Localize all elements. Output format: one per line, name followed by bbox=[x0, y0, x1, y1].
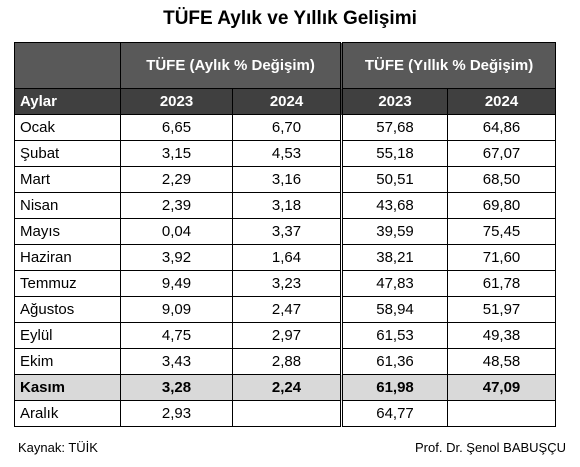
group-header-row: TÜFE (Aylık % Değişim) TÜFE (Yıllık % De… bbox=[14, 42, 557, 89]
month-cell: Şubat bbox=[14, 140, 121, 167]
value-cell: 64,86 bbox=[447, 114, 557, 141]
value-cell: 47,83 bbox=[340, 270, 449, 297]
value-cell bbox=[231, 400, 343, 427]
value-cell: 6,70 bbox=[231, 114, 343, 141]
month-cell: Ocak bbox=[14, 114, 121, 141]
value-cell: 58,94 bbox=[340, 296, 449, 323]
column-header: 2024 bbox=[447, 88, 557, 115]
value-cell: 71,60 bbox=[447, 244, 557, 271]
header-cell bbox=[14, 42, 121, 89]
value-cell: 3,92 bbox=[120, 244, 233, 271]
table-row: Haziran 3,92 1,64 38,21 71,60 bbox=[14, 244, 557, 271]
column-header: 2023 bbox=[120, 88, 233, 115]
value-cell: 2,93 bbox=[120, 400, 233, 427]
month-cell: Mart bbox=[14, 166, 121, 193]
value-cell: 61,53 bbox=[340, 322, 449, 349]
value-cell: 55,18 bbox=[340, 140, 449, 167]
data-table: TÜFE (Aylık % Değişim) TÜFE (Yıllık % De… bbox=[14, 42, 557, 427]
value-cell: 38,21 bbox=[340, 244, 449, 271]
value-cell: 3,23 bbox=[231, 270, 343, 297]
value-cell: 2,24 bbox=[231, 374, 343, 401]
value-cell: 67,07 bbox=[447, 140, 557, 167]
value-cell: 2,29 bbox=[120, 166, 233, 193]
table-row: Eylül 4,75 2,97 61,53 49,38 bbox=[14, 322, 557, 349]
value-cell: 3,28 bbox=[120, 374, 233, 401]
value-cell: 3,37 bbox=[231, 218, 343, 245]
column-header: 2024 bbox=[231, 88, 343, 115]
value-cell: 47,09 bbox=[447, 374, 557, 401]
value-cell: 4,53 bbox=[231, 140, 343, 167]
table-row: Temmuz 9,49 3,23 47,83 61,78 bbox=[14, 270, 557, 297]
value-cell bbox=[447, 400, 557, 427]
value-cell: 9,49 bbox=[120, 270, 233, 297]
value-cell: 61,78 bbox=[447, 270, 557, 297]
value-cell: 61,36 bbox=[340, 348, 449, 375]
value-cell: 39,59 bbox=[340, 218, 449, 245]
value-cell: 0,04 bbox=[120, 218, 233, 245]
value-cell: 3,16 bbox=[231, 166, 343, 193]
table-row: Mayıs 0,04 3,37 39,59 75,45 bbox=[14, 218, 557, 245]
group-header: TÜFE (Aylık % Değişim) bbox=[119, 42, 343, 89]
value-cell: 4,75 bbox=[120, 322, 233, 349]
month-cell: Nisan bbox=[14, 192, 121, 219]
month-cell: Eylül bbox=[14, 322, 121, 349]
table-row: Şubat 3,15 4,53 55,18 67,07 bbox=[14, 140, 557, 167]
month-cell: Kasım bbox=[14, 374, 121, 401]
author-note: Prof. Dr. Şenol BABUŞÇU bbox=[415, 440, 566, 455]
month-cell: Temmuz bbox=[14, 270, 121, 297]
value-cell: 49,38 bbox=[447, 322, 557, 349]
value-cell: 6,65 bbox=[120, 114, 233, 141]
value-cell: 3,18 bbox=[231, 192, 343, 219]
value-cell: 69,80 bbox=[447, 192, 557, 219]
column-header-row: Aylar 2023 2024 2023 2024 bbox=[14, 88, 557, 115]
group-header: TÜFE (Yıllık % Değişim) bbox=[340, 42, 557, 89]
value-cell: 68,50 bbox=[447, 166, 557, 193]
value-cell: 75,45 bbox=[447, 218, 557, 245]
value-cell: 9,09 bbox=[120, 296, 233, 323]
value-cell: 43,68 bbox=[340, 192, 449, 219]
table-row: Ağustos 9,09 2,47 58,94 51,97 bbox=[14, 296, 557, 323]
table-row: Nisan 2,39 3,18 43,68 69,80 bbox=[14, 192, 557, 219]
value-cell: 3,15 bbox=[120, 140, 233, 167]
month-cell: Mayıs bbox=[14, 218, 121, 245]
month-cell: Haziran bbox=[14, 244, 121, 271]
table-row: Ekim 3,43 2,88 61,36 48,58 bbox=[14, 348, 557, 375]
value-cell: 51,97 bbox=[447, 296, 557, 323]
table-row: Mart 2,29 3,16 50,51 68,50 bbox=[14, 166, 557, 193]
value-cell: 3,43 bbox=[120, 348, 233, 375]
value-cell: 2,97 bbox=[231, 322, 343, 349]
value-cell: 2,88 bbox=[231, 348, 343, 375]
source-note: Kaynak: TÜİK bbox=[18, 440, 98, 455]
month-cell: Ekim bbox=[14, 348, 121, 375]
value-cell: 2,39 bbox=[120, 192, 233, 219]
value-cell: 57,68 bbox=[340, 114, 449, 141]
title: TÜFE Aylık ve Yıllık Gelişimi bbox=[163, 8, 417, 29]
value-cell: 61,98 bbox=[340, 374, 449, 401]
value-cell: 50,51 bbox=[340, 166, 449, 193]
value-cell: 64,77 bbox=[340, 400, 449, 427]
value-cell: 1,64 bbox=[231, 244, 343, 271]
column-header: Aylar bbox=[14, 88, 121, 115]
month-cell: Ağustos bbox=[14, 296, 121, 323]
table-row: Ocak 6,65 6,70 57,68 64,86 bbox=[14, 114, 557, 141]
month-cell: Aralık bbox=[14, 400, 121, 427]
column-header: 2023 bbox=[340, 88, 449, 115]
table-row: Aralık 2,93 64,77 bbox=[14, 400, 557, 427]
value-cell: 48,58 bbox=[447, 348, 557, 375]
value-cell: 2,47 bbox=[231, 296, 343, 323]
table-row: Kasım 3,28 2,24 61,98 47,09 bbox=[14, 374, 557, 401]
